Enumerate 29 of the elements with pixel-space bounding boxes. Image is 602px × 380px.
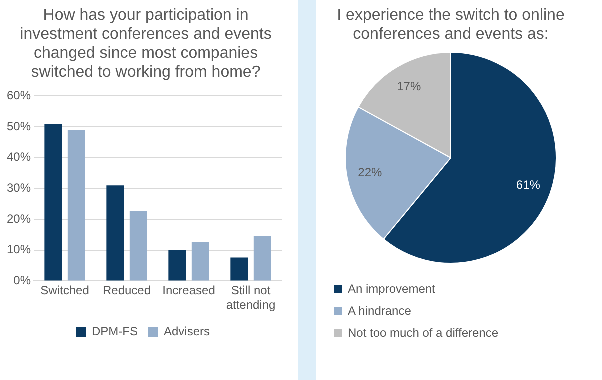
bar xyxy=(230,258,248,281)
y-tick-label: 50% xyxy=(6,119,32,134)
data-label: 22% xyxy=(358,166,382,180)
x-tick-label: Switched xyxy=(40,284,90,298)
chart-title: I experience the switch to online conferences and events as: xyxy=(336,6,566,45)
x-tick-label: Increased xyxy=(162,284,216,298)
legend-label: DPM-FS xyxy=(92,324,138,338)
bar xyxy=(168,250,186,281)
bar xyxy=(192,242,210,281)
data-label: 61% xyxy=(516,178,541,192)
bar xyxy=(106,186,124,281)
y-tick-label: 40% xyxy=(6,150,32,164)
legend-label: An improvement xyxy=(348,282,436,296)
legend-label: Advisers xyxy=(164,324,210,338)
legend-label: Not too much of a difference xyxy=(348,326,499,340)
y-tick-label: 20% xyxy=(6,212,32,226)
chart-title: How has your participation in investment conferences and events changed since most companies switched to working from home? xyxy=(19,6,273,83)
bar xyxy=(68,130,86,281)
data-label: 17% xyxy=(397,79,422,94)
x-tick-label: Reduced xyxy=(102,284,152,298)
y-tick-label: 30% xyxy=(6,181,32,196)
y-tick-label: 0% xyxy=(14,274,32,288)
legend-label: A hindrance xyxy=(348,304,412,318)
bar xyxy=(254,236,272,281)
bar xyxy=(130,212,148,281)
y-tick-label: 10% xyxy=(6,242,32,257)
y-tick-label: 60% xyxy=(6,88,32,103)
x-tick-label: Still not attending xyxy=(226,284,276,312)
bar xyxy=(44,124,62,281)
